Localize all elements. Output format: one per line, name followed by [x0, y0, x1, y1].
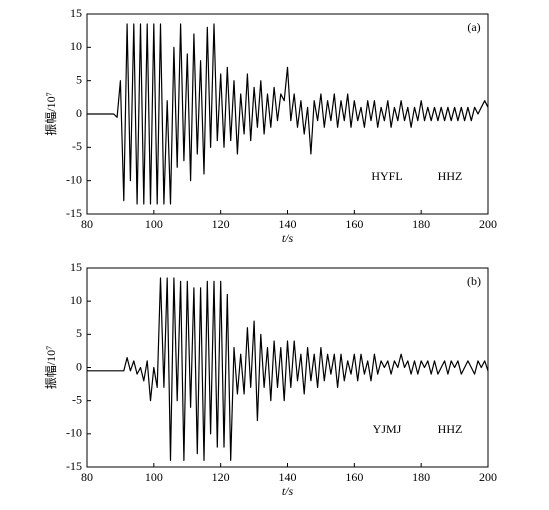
x-tick-label: 80 [81, 470, 93, 484]
y-tick-label: 0 [76, 359, 82, 373]
panel: 80 100 120 140 160 180 200 -15 -10 -5 0 5 10 15 t/s 振幅/… [43, 260, 497, 498]
x-tick-label: 100 [145, 470, 163, 484]
x-tick-label: 160 [345, 217, 363, 231]
y-axis-label: 振幅/10⁷ [43, 92, 58, 136]
panel: 80 100 120 140 160 180 200 -15 -10 -5 0 5 10 15 t/s 振幅/… [43, 6, 497, 245]
y-tick-label: 0 [76, 106, 82, 120]
x-tick-label: 180 [412, 217, 430, 231]
x-axis-label: t/s [282, 484, 294, 498]
x-tick-label: 140 [279, 217, 297, 231]
x-tick-label: 180 [412, 470, 430, 484]
annotation: (b) [467, 274, 481, 288]
y-tick-label: 5 [76, 72, 82, 86]
waveform [87, 23, 489, 205]
y-tick-label: 15 [70, 6, 82, 20]
annotation: HYFL [371, 169, 402, 183]
x-tick-label: 120 [212, 470, 230, 484]
x-tick-label: 120 [212, 217, 230, 231]
y-tick-label: 10 [70, 293, 82, 307]
x-tick-label: 140 [279, 470, 297, 484]
x-tick-label: 200 [479, 217, 497, 231]
y-tick-label: 5 [76, 326, 82, 340]
x-axis-label: t/s [282, 231, 294, 245]
y-tick-label: 10 [70, 39, 82, 53]
y-tick-label: -10 [66, 426, 82, 440]
waveform [87, 277, 489, 461]
y-tick-label: -5 [72, 139, 82, 153]
x-tick-label: 100 [145, 217, 163, 231]
annotation: (a) [467, 20, 480, 34]
annotation: HHZ [438, 169, 463, 183]
x-tick-label: 160 [345, 470, 363, 484]
annotation: HHZ [438, 422, 463, 436]
y-tick-label: -5 [72, 392, 82, 406]
annotation: YJMJ [373, 422, 402, 436]
y-tick-label: 15 [70, 260, 82, 274]
x-tick-label: 80 [81, 217, 93, 231]
y-tick-label: -10 [66, 172, 82, 186]
y-tick-label: -15 [66, 206, 82, 220]
x-tick-label: 200 [479, 470, 497, 484]
y-tick-label: -15 [66, 459, 82, 473]
y-axis-label: 振幅/10⁷ [43, 346, 58, 390]
